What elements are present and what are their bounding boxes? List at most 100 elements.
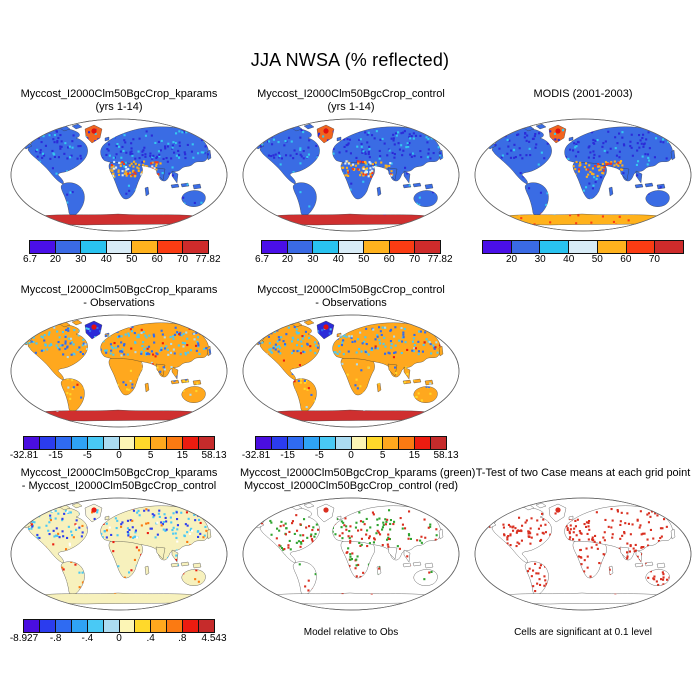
- colorbar-strip: -32.81 -15 -5 0 5 15 58.13: [242, 436, 459, 461]
- colorbar-tick-label: 60: [151, 254, 163, 265]
- world-map-svg: [474, 497, 692, 611]
- antarctica: [265, 592, 436, 605]
- colorbar-tick-label: 58.13: [433, 450, 459, 461]
- colorbar-segment: [483, 241, 511, 253]
- colorbar-tick-label: 50: [126, 254, 138, 265]
- colorbar-tick-label: 6.7: [23, 254, 37, 265]
- world-map-svg: [10, 497, 228, 611]
- colorbar-tick-label: 50: [358, 254, 370, 265]
- greenland-dot: [91, 324, 97, 330]
- colorbar-segment: [256, 437, 271, 449]
- world-map: [240, 116, 462, 234]
- world-map: [8, 116, 230, 234]
- panel-title-line2: (yrs 1-14): [95, 101, 143, 113]
- colorbar-strip: 6.7 20 30 40 50 60 70 77.82: [255, 240, 453, 265]
- colorbar-segment: [366, 437, 383, 449]
- colorbar-tick-label: 20: [49, 254, 61, 265]
- colorbar-segment: [150, 437, 167, 449]
- world-map: [240, 312, 462, 430]
- panel-title-line2: (yrs 1-14): [327, 101, 375, 113]
- panel-title-line2: - Myccost_I2000Clm50BgcCrop_control: [21, 480, 217, 492]
- panel-control-absolute: Myccost_I2000Clm50BgcCrop_control (yrs 1…: [240, 88, 462, 278]
- antarctica: [33, 213, 204, 226]
- greenland-dot: [555, 128, 561, 134]
- greenland-dot: [555, 507, 561, 513]
- colorbar-tick-label: 40: [332, 254, 344, 265]
- colorbar-segment: [182, 437, 199, 449]
- greenland-dot: [323, 324, 329, 330]
- panel-title-line1: MODIS (2001-2003): [533, 88, 633, 100]
- colorbar: -8.927 -.8 -.4 0 .4 .8 4.543: [8, 619, 230, 657]
- colorbar-tick-label: -.8: [49, 633, 62, 644]
- colorbar-segment: [134, 437, 151, 449]
- world-map: [472, 116, 694, 234]
- world-map: [472, 495, 694, 613]
- colorbar-segment: [198, 437, 215, 449]
- colorbar-tick-label: 60: [620, 254, 632, 265]
- colorbar-tick-label: -5: [314, 450, 324, 461]
- colorbar-tick-label: 70: [648, 254, 660, 265]
- colorbar-segment: [398, 437, 415, 449]
- colorbar-segment: [86, 620, 103, 632]
- colorbar-strip: -8.927 -.8 -.4 0 .4 .8 4.543: [10, 619, 227, 644]
- colorbar-segment: [388, 241, 415, 253]
- colorbar-strip: -32.81 -15 -5 0 5 15 58.13: [10, 436, 227, 461]
- colorbar-segment: [350, 437, 367, 449]
- panel-ttest: T-Test of two Case means at each grid po…: [472, 467, 694, 638]
- antarctica: [265, 213, 436, 226]
- colorbar-tick-label: 50: [591, 254, 603, 265]
- colorbar-tick-label: 20: [281, 254, 293, 265]
- colorbar-segment: [150, 620, 167, 632]
- colorbar-segment: [24, 620, 39, 632]
- colorbar-segment: [625, 241, 655, 253]
- panel-title-line2: Myccost_I2000Clm50BgcCrop_control (red): [244, 480, 458, 492]
- colorbar-tick-label: 77.82: [427, 254, 453, 265]
- panel-title: Myccost_I2000Clm50BgcCrop_control - Obse…: [240, 284, 462, 310]
- panel-title-line1: T-Test of two Case means at each grid po…: [475, 467, 691, 479]
- panel-control-minus-obs: Myccost_I2000Clm50BgcCrop_control - Obse…: [240, 284, 462, 474]
- colorbar-segment: [38, 620, 55, 632]
- colorbar-segment: [54, 241, 81, 253]
- colorbar-tick-label: -.4: [81, 633, 94, 644]
- colorbar: 6.7 20 30 40 50 60 70 77.82: [240, 240, 462, 278]
- antarctica: [33, 592, 204, 605]
- continents: [21, 502, 218, 605]
- colorbar-tick-label: 5: [147, 450, 154, 461]
- colorbar-segment: [182, 241, 209, 253]
- colorbar-tick-label: 60: [383, 254, 395, 265]
- panel-title: T-Test of two Case means at each grid po…: [472, 467, 694, 493]
- colorbar-segment: [262, 241, 287, 253]
- continents: [253, 319, 450, 422]
- colorbar-segment: [286, 241, 313, 253]
- map-content: [21, 319, 218, 422]
- colorbar-segment: [54, 620, 71, 632]
- colorbar-segment: [312, 241, 338, 253]
- panel-title-line1: Myccost_I2000Clm50BgcCrop_control: [257, 88, 445, 100]
- panel-title-line1: Myccost_I2000Clm50BgcCrop_kparams: [20, 467, 218, 479]
- colorbar-tick-label: -15: [48, 450, 63, 461]
- colorbar-tick-label: -5: [82, 450, 92, 461]
- colorbar-segment: [414, 241, 441, 253]
- greenland-dot: [91, 128, 97, 134]
- map-content: [253, 319, 450, 422]
- map-content: [21, 123, 218, 226]
- panel-title: Myccost_I2000Clm50BgcCrop_kparams (yrs 1…: [8, 88, 230, 114]
- panel-title: Myccost_I2000Clm50BgcCrop_kparams - Mycc…: [8, 467, 230, 493]
- colorbar: -32.81 -15 -5 0 5 15 58.13: [240, 436, 462, 474]
- panel-title: Myccost_I2000Clm50BgcCrop_kparams (green…: [240, 467, 475, 493]
- colorbar-tick-label: 20: [506, 254, 518, 265]
- colorbar-tick-label: 40: [100, 254, 112, 265]
- world-map-svg: [242, 118, 460, 232]
- colorbar: 6.7 20 30 40 50 60 70 77.82: [8, 240, 230, 278]
- colorbar-segment: [382, 437, 399, 449]
- continents: [21, 123, 218, 226]
- colorbar-segment: [24, 437, 39, 449]
- colorbar-segment: [86, 437, 103, 449]
- colorbar-segment: [131, 241, 157, 253]
- colorbar-segment: [510, 241, 540, 253]
- colorbar-tick-label: 58.13: [201, 450, 227, 461]
- panel-title: Myccost_I2000Clm50BgcCrop_control (yrs 1…: [240, 88, 462, 114]
- colorbar-segment: [270, 437, 287, 449]
- colorbar-tick-label: 15: [176, 450, 188, 461]
